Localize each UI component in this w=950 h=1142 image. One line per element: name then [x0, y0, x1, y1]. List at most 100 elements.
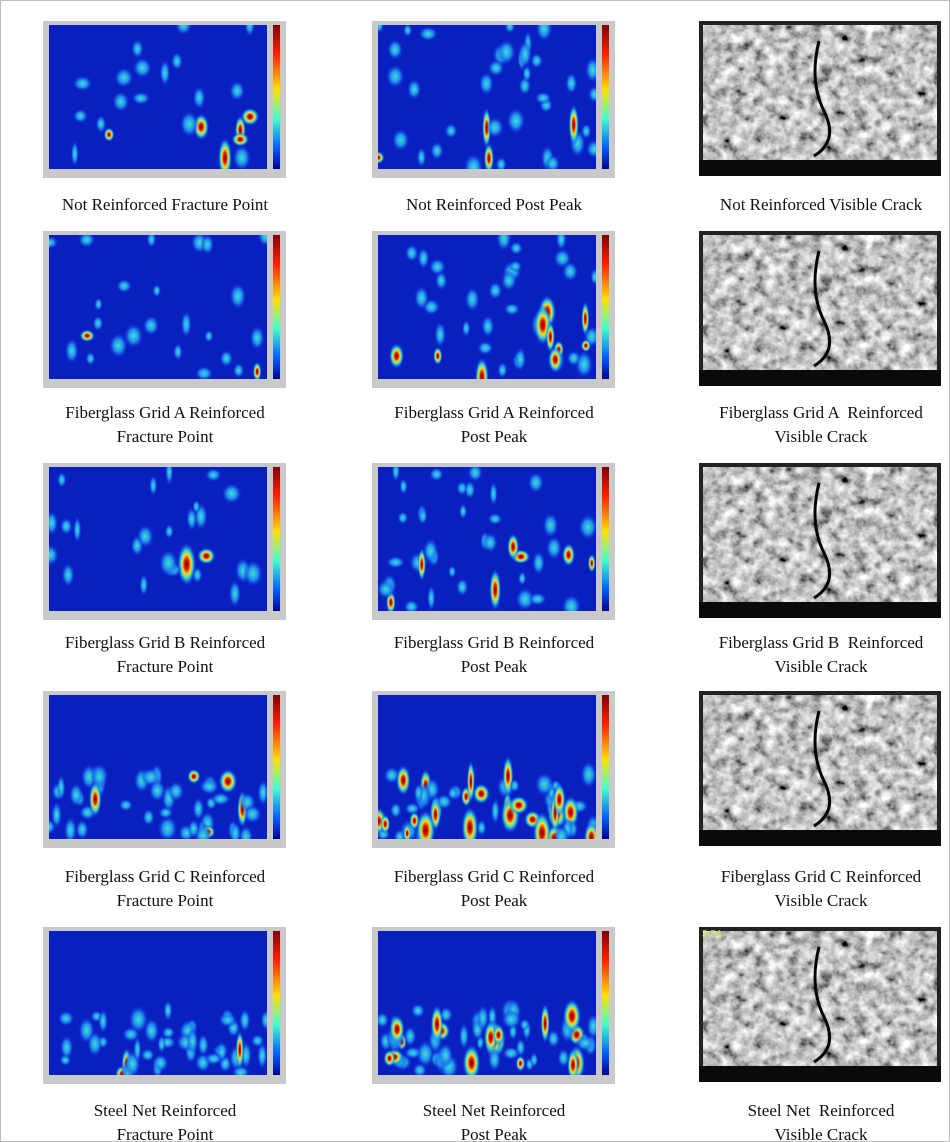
- blob: [157, 1034, 166, 1054]
- crack-photo: [699, 691, 941, 846]
- caption-line: Steel Net Reinforced: [422, 1101, 566, 1120]
- caption: Fiberglass Grid A Reinforced Post Peak: [344, 401, 644, 449]
- blob: [243, 560, 263, 587]
- blob: [485, 116, 505, 138]
- blobs: [378, 467, 596, 611]
- blobs: [378, 755, 596, 839]
- crack-photo: [699, 231, 941, 386]
- blob: [458, 1022, 470, 1050]
- caption-line: Post Peak: [460, 427, 528, 446]
- photo-texture: [703, 695, 937, 830]
- blob: [257, 1041, 267, 1070]
- caption-line: Post Peak: [460, 657, 528, 676]
- blob: [487, 59, 505, 77]
- blob: [415, 809, 436, 839]
- blob: [199, 778, 220, 795]
- blob: [476, 1004, 490, 1032]
- blobs: [70, 25, 260, 169]
- heatmap-image: [43, 691, 286, 848]
- blob: [229, 282, 247, 310]
- blob: [72, 75, 93, 92]
- blob: [515, 587, 535, 611]
- blob: [418, 507, 428, 525]
- blob: [489, 481, 498, 506]
- blob: [518, 40, 532, 69]
- blob: [123, 323, 144, 349]
- blob: [61, 562, 75, 588]
- blob: [72, 108, 89, 124]
- blob: [534, 772, 555, 797]
- blob: [527, 471, 544, 494]
- blob: [557, 1048, 570, 1068]
- blob: [547, 346, 563, 373]
- caption: Fiberglass Grid B Reinforced Fracture Poi…: [15, 631, 315, 679]
- caption-line: Visible Crack: [774, 657, 868, 676]
- blob: [73, 516, 82, 544]
- blob: [463, 153, 484, 169]
- crack-photo: [699, 21, 941, 176]
- blob: [477, 341, 494, 355]
- blob: [567, 1048, 579, 1075]
- blob: [217, 137, 233, 169]
- colorbar: [273, 235, 280, 379]
- blob: [118, 799, 133, 812]
- blob: [496, 235, 512, 252]
- colorbar: [273, 931, 280, 1075]
- blob: [142, 808, 155, 826]
- blob: [152, 1054, 169, 1072]
- blob: [437, 1042, 454, 1068]
- blob: [98, 1009, 108, 1034]
- caption-line: Fiberglass Grid A Reinforced: [65, 403, 265, 422]
- blob: [399, 478, 408, 495]
- caption-line: Not Reinforced Post Peak: [405, 195, 583, 214]
- caption: Not Reinforced Post Peak: [344, 193, 644, 217]
- blob: [164, 524, 174, 539]
- blob: [417, 247, 430, 270]
- blob: [94, 297, 103, 312]
- blob: [218, 768, 238, 794]
- blob: [530, 52, 544, 69]
- blob: [257, 779, 267, 806]
- blob: [474, 357, 490, 379]
- blob: [587, 553, 596, 573]
- blob: [87, 1031, 103, 1057]
- blob: [478, 71, 494, 96]
- blob: [535, 25, 553, 42]
- blob: [565, 72, 578, 95]
- photo-base: [699, 602, 941, 618]
- caption-line: Fiberglass Grid A Reinforced: [394, 403, 594, 422]
- blob: [192, 566, 203, 584]
- blob: [501, 1009, 522, 1030]
- blob: [192, 86, 206, 110]
- blob: [467, 467, 483, 482]
- blob: [552, 782, 566, 817]
- blob: [380, 814, 391, 834]
- photo-base: [699, 830, 941, 846]
- blob: [508, 260, 522, 273]
- caption-line: Fracture Point: [116, 657, 214, 676]
- blob: [403, 1025, 417, 1047]
- photo-base: [699, 1066, 941, 1082]
- blob: [140, 1048, 155, 1062]
- blob: [414, 285, 429, 311]
- blob: [257, 235, 267, 247]
- colorbar: [273, 467, 280, 611]
- blob: [229, 821, 242, 839]
- blob: [177, 542, 197, 587]
- blob: [464, 287, 480, 312]
- caption-line: Steel Net Reinforced: [93, 1101, 237, 1120]
- blob: [92, 315, 104, 332]
- blob: [561, 594, 581, 611]
- blob: [167, 781, 185, 802]
- blob: [132, 57, 153, 79]
- blob: [157, 815, 178, 839]
- blob: [472, 783, 491, 805]
- blob: [444, 123, 458, 139]
- blob: [434, 321, 447, 348]
- blob: [49, 544, 59, 566]
- blob: [501, 269, 517, 292]
- photo-texture: [703, 931, 937, 1066]
- caption-line: Fiberglass Grid B Reinforced: [393, 633, 595, 652]
- blob: [402, 25, 413, 38]
- crack-photo: [699, 463, 941, 618]
